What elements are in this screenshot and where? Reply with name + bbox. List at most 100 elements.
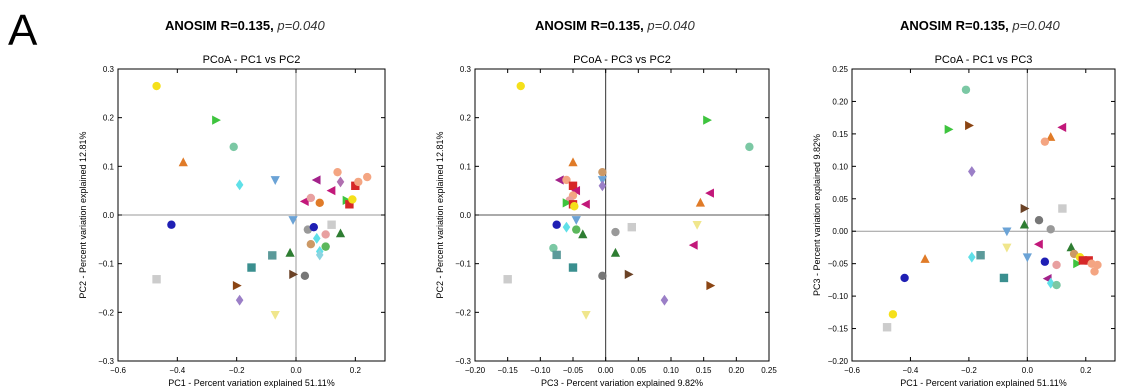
data-point [705,188,714,198]
y-tick-label: 0.20 [832,97,848,106]
data-point [289,269,299,279]
x-tick-label: 0.20 [729,366,745,375]
data-point [503,275,512,284]
x-axis-label: PC1 - Percent variation explained 51.11% [168,378,334,388]
x-tick-label: −0.2 [229,366,245,375]
data-point [1046,277,1055,289]
x-tick-label: −0.20 [465,366,486,375]
data-point [627,222,636,232]
data-point [660,294,669,306]
y-tick-label: 0.1 [460,162,472,171]
x-tick-label: −0.6 [844,366,860,375]
data-point [882,323,892,332]
y-tick-label: 0.0 [103,211,115,220]
data-point [288,216,298,225]
data-point [321,242,330,251]
y-tick-label: 0.05 [832,195,848,204]
data-point [1058,204,1067,213]
data-point [345,200,354,209]
y-tick-label: 0.3 [460,65,472,74]
data-point [285,247,295,257]
data-point [311,175,321,185]
x-tick-label: 0.05 [631,366,647,375]
data-point [552,250,561,260]
data-point [1073,259,1083,269]
data-point [1090,267,1099,276]
data-point [570,202,579,211]
data-point [568,263,578,272]
data-point [229,142,238,152]
y-tick-label: 0.3 [103,65,115,74]
data-point [1019,219,1030,229]
y-tick-label: 0.10 [832,162,848,171]
x-tick-label: 0.25 [761,366,777,375]
data-point [611,227,620,237]
data-point [335,228,346,238]
x-tick-label: 0.10 [663,366,679,375]
data-point [581,199,590,209]
x-tick-label: −0.05 [563,366,584,375]
data-point [703,115,712,125]
data-point [999,273,1009,283]
data-point [348,195,357,204]
data-point [152,81,161,91]
anosim-p-value: p=0.040 [277,18,325,33]
data-point [944,124,954,134]
data-point [1093,260,1102,270]
data-point [571,216,581,225]
x-tick-label: −0.6 [110,366,126,375]
data-point [167,220,176,229]
anosim-stat: ANOSIM R=0.135, [535,18,644,33]
data-point [212,115,221,125]
x-tick-label: −0.4 [903,366,919,375]
data-point [315,198,324,208]
data-point [1052,260,1061,270]
data-point [1046,132,1056,141]
data-point [312,232,321,244]
y-axis-label: PC2 - Percent variation explained 12.81% [435,131,445,298]
x-tick-label: 0.2 [1080,366,1092,375]
data-point [554,175,564,185]
data-point [1040,137,1050,146]
data-point [1020,203,1030,214]
data-point [610,247,621,257]
data-point [306,240,316,249]
data-point [1022,253,1032,263]
data-point [562,198,572,208]
anosim-header-1: ANOSIM R=0.135, p=0.040 [165,18,325,33]
x-tick-label: −0.2 [961,366,977,375]
x-tick-label: 0.00 [598,366,614,375]
data-point [624,269,634,279]
data-point [968,166,976,177]
panel-letter: A [8,6,38,55]
data-point [152,275,161,284]
data-point [598,167,607,177]
y-tick-label: 0.2 [103,114,115,123]
data-point [552,220,561,229]
anosim-p-value: p=0.040 [647,18,695,33]
y-tick-label: −0.1 [455,260,471,269]
data-point [1033,239,1043,249]
data-point [1066,242,1076,252]
chart-title: PCoA - PC3 vs PC2 [573,54,671,66]
data-point [598,271,607,281]
chart-panel-2: PCoA - PC3 vs PC2 −0.20 −0.15 −0.10 −0.05 0.0… [435,54,777,388]
data-point [571,186,581,196]
data-point [562,221,571,233]
data-point [1034,215,1044,225]
data-point [706,280,716,291]
data-point [581,310,591,320]
data-point [1002,243,1012,253]
data-point [1084,256,1093,265]
data-point [688,240,698,250]
x-tick-label: 0.15 [696,366,712,375]
data-point [354,177,363,187]
y-tick-label: 0.15 [832,130,848,139]
data-point [1040,257,1050,266]
data-point [306,193,316,203]
anosim-header-3: ANOSIM R=0.135, p=0.040 [900,18,1060,33]
y-tick-label: 0.2 [460,114,472,123]
data-point [695,197,706,207]
anosim-header-2: ANOSIM R=0.135, p=0.040 [535,18,695,33]
data-point [315,249,324,261]
